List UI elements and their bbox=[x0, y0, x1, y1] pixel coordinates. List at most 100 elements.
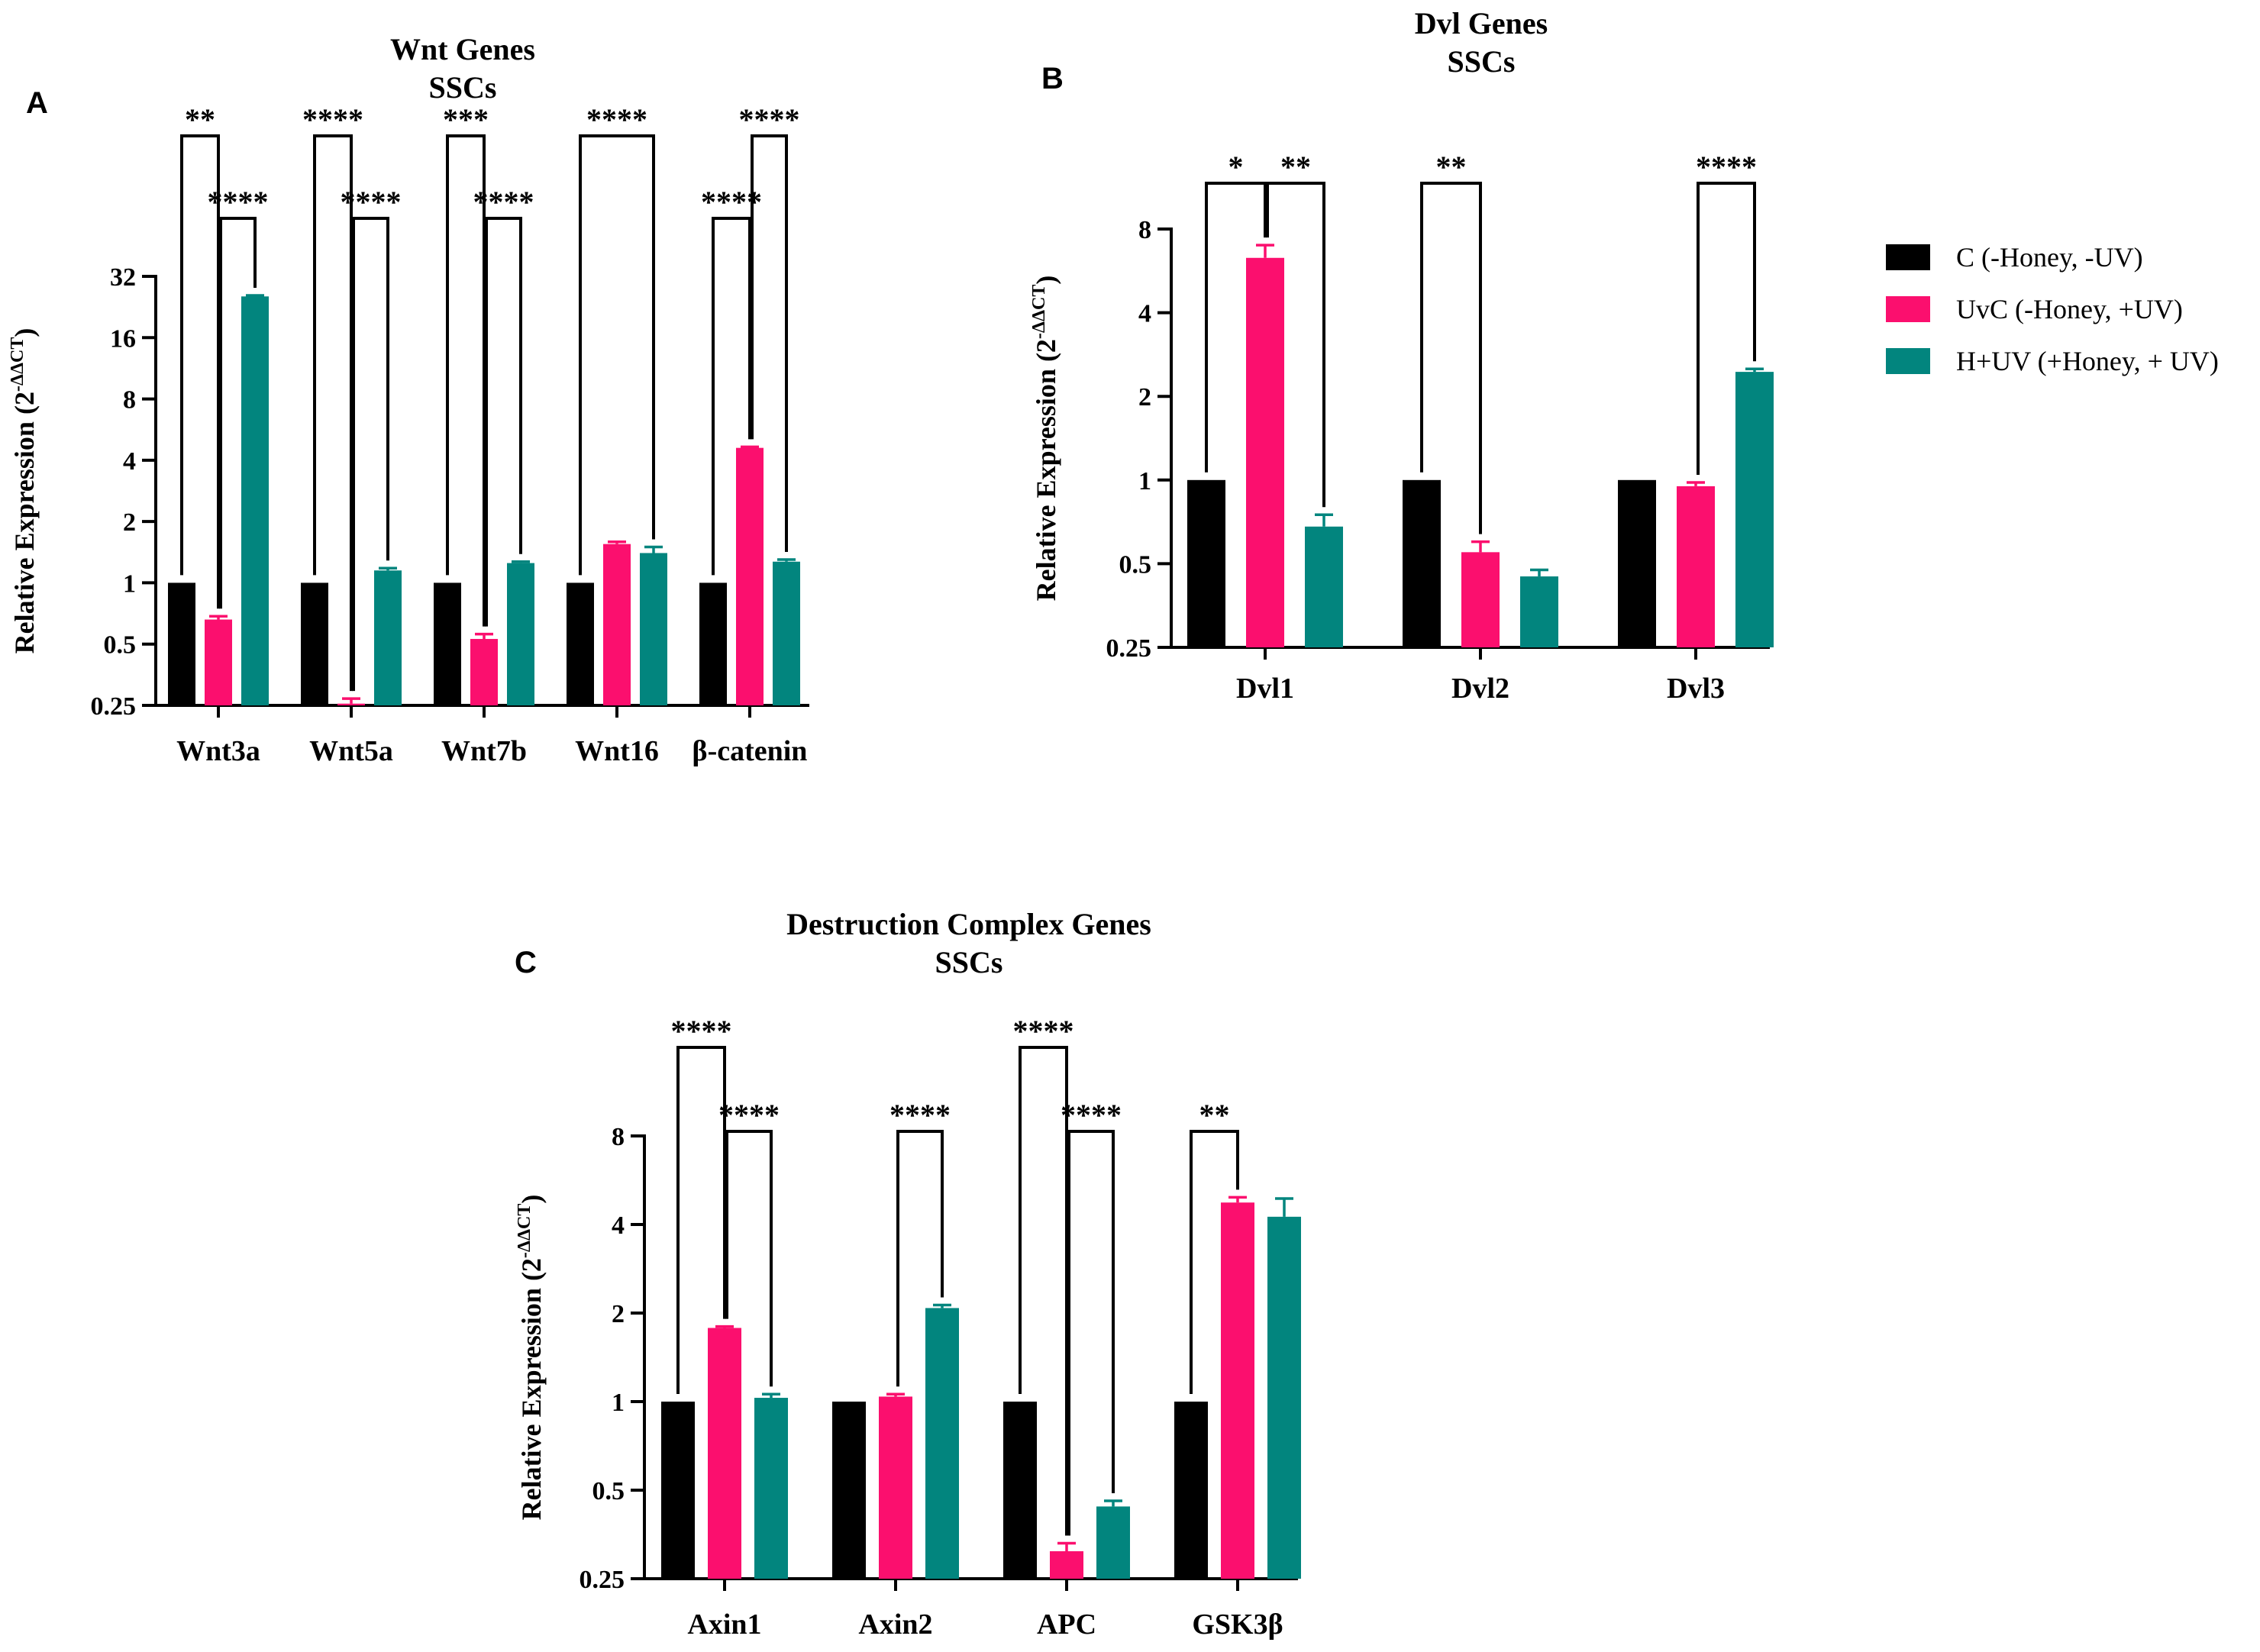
panel-a-errorbar-wnt7b-huv bbox=[512, 560, 530, 563]
panel-b-y-tick-label: 2 bbox=[1138, 383, 1151, 411]
panel-a-bar-wnt5a-c bbox=[301, 582, 328, 705]
panel-a-category-label-catenin: β-catenin bbox=[693, 735, 808, 767]
legend-label-uvc: UvC (-Honey, +UV) bbox=[1956, 294, 2183, 324]
panel-a-significance-label: **** bbox=[302, 102, 363, 137]
panel-a-y-tick-label: 32 bbox=[110, 263, 136, 292]
panel-c-significance-label: **** bbox=[1013, 1014, 1074, 1048]
panel-c-bar-axin2-uvc bbox=[879, 1396, 912, 1579]
panel-b-bar-dvl3-uvc bbox=[1677, 486, 1715, 647]
panel-c-bar-axin1-c bbox=[661, 1402, 695, 1579]
panel-c-errorbar-axin2-huv bbox=[933, 1303, 951, 1308]
panel-c-bar-axin2-huv bbox=[925, 1308, 959, 1579]
panel-c-plot: 0.25 0.5 1 2 4 8 Relative Expression (2-ΔΔCT) A… bbox=[515, 1014, 1301, 1641]
panel-a-significance-label: **** bbox=[586, 102, 647, 137]
panel-c-y-tick-label: 8 bbox=[612, 1123, 625, 1151]
legend-item-c: C (-Honey, -UV) bbox=[1886, 242, 2143, 273]
panel-c-errorbar-axin1-uvc bbox=[715, 1325, 734, 1328]
panel-a-errorbar-wnt3a-uvc bbox=[209, 615, 228, 620]
panel-a-category-label-wnt3a: Wnt3a bbox=[176, 735, 260, 767]
panel-a-bar-wnt5a-uvc bbox=[337, 703, 365, 705]
panel-c-significance-bracket bbox=[1019, 1046, 1068, 1536]
panel-b-y-axis-label-exponent: -ΔΔCT bbox=[1029, 285, 1049, 339]
panel-a-bar-wnt7b-uvc bbox=[470, 638, 498, 705]
panel-b-category-label-dvl2: Dvl2 bbox=[1451, 673, 1509, 705]
panel-a-bar-wnt5a-huv bbox=[374, 570, 402, 705]
panel-c-category-label-axin1: Axin1 bbox=[687, 1608, 761, 1641]
panel-a-y-tick-label: 1 bbox=[123, 569, 136, 598]
panel-b-significance-bracket bbox=[1697, 182, 1756, 475]
panel-b-bar-dvl1-huv bbox=[1305, 526, 1343, 647]
panel-a-category-label-wnt16: Wnt16 bbox=[575, 735, 659, 767]
panel-a-bar-wnt16-uvc bbox=[603, 544, 631, 705]
panel-c-subtitle: SSCs bbox=[935, 945, 1003, 979]
legend-swatch-huv bbox=[1886, 348, 1930, 374]
panel-a-errorbar-wnt16-huv bbox=[644, 545, 663, 553]
panel-c-errorbar-axin1-huv bbox=[762, 1392, 780, 1399]
panel-letter-c: C bbox=[515, 946, 537, 979]
panel-b-bar-dvl3-huv bbox=[1735, 372, 1774, 647]
panel-a-y-tick-label: 0.5 bbox=[104, 631, 137, 660]
panel-b-errorbar-dvl1-huv bbox=[1315, 513, 1333, 527]
panel-a-bar-wnt3a-uvc bbox=[205, 619, 232, 705]
panel-a-y-axis-label-close: ) bbox=[9, 328, 40, 337]
panel-c-title: Destruction Complex Genes bbox=[786, 907, 1151, 941]
panel-c-significance-bracket bbox=[1190, 1130, 1239, 1394]
panel-c-significance-bracket bbox=[725, 1130, 773, 1387]
panel-a-errorbar-catenin-huv bbox=[777, 558, 796, 562]
legend-item-uvc: UvC (-Honey, +UV) bbox=[1886, 294, 2183, 324]
panel-a-significance-bracket bbox=[485, 217, 522, 627]
panel-b-bar-dvl1-uvc bbox=[1246, 257, 1284, 647]
panel-c-y-axis-label-main: Relative Expression (2 bbox=[516, 1258, 547, 1520]
panel-c-significance-label: **** bbox=[718, 1098, 780, 1132]
panel-b-y-tick-label: 0.25 bbox=[1106, 634, 1152, 663]
panel-c-bar-axin1-uvc bbox=[708, 1328, 741, 1579]
panel-c-errorbar-apc-uvc bbox=[1057, 1541, 1076, 1551]
panel-b-errorbar-dvl3-uvc bbox=[1687, 481, 1705, 486]
panel-c-errorbar-gsk3-uvc bbox=[1228, 1195, 1247, 1203]
panel-c-y-tick-label: 1 bbox=[612, 1389, 625, 1417]
panel-b-y-axis-label-main: Relative Expression (2 bbox=[1031, 339, 1061, 601]
panel-b-y-axis-label-close: ) bbox=[1031, 276, 1061, 285]
panel-a-errorbar-wnt7b-uvc bbox=[475, 632, 493, 639]
panel-b-title: Dvl Genes bbox=[1415, 6, 1548, 40]
panel-b: B Dvl Genes SSCs 0.25 0.5 1 2 4 8 Relative Exp… bbox=[1029, 6, 1774, 705]
panel-b-bar-dvl2-huv bbox=[1520, 576, 1558, 647]
panel-c-bar-apc-huv bbox=[1096, 1506, 1130, 1579]
panel-c-bar-axin2-c bbox=[832, 1402, 866, 1579]
panel-c-category-label-axin2: Axin2 bbox=[858, 1608, 932, 1641]
panel-c-bar-gsk3-c bbox=[1174, 1402, 1208, 1579]
panel-b-y-tick-label: 8 bbox=[1138, 216, 1151, 244]
panel-letter-a: A bbox=[26, 86, 48, 120]
panel-b-subtitle: SSCs bbox=[1448, 44, 1516, 79]
panel-b-significance-label: ** bbox=[1436, 150, 1467, 184]
panel-c-y-tick-label: 2 bbox=[612, 1300, 625, 1328]
panel-b-y-axis-label: Relative Expression (2-ΔΔCT) bbox=[1029, 276, 1061, 602]
panel-a-errorbar-wnt16-uvc bbox=[608, 540, 626, 544]
panel-b-errorbar-dvl3-huv bbox=[1745, 367, 1764, 373]
panel-c-bar-apc-c bbox=[1003, 1402, 1037, 1579]
panel-a-significance-label: **** bbox=[739, 102, 800, 137]
panel-a-significance-bracket bbox=[446, 134, 486, 627]
panel-c-y-tick-label: 0.25 bbox=[580, 1566, 625, 1594]
panel-a-significance-bracket bbox=[219, 217, 257, 609]
panel-b-y-tick-label: 0.5 bbox=[1119, 550, 1152, 579]
panel-a-y-tick-label: 8 bbox=[123, 386, 136, 415]
panel-a-bar-wnt16-c bbox=[567, 582, 594, 705]
legend-swatch-c bbox=[1886, 244, 1930, 270]
panel-b-significance-bracket bbox=[1205, 182, 1267, 473]
panel-a-y-axis-label: Relative Expression (2-ΔΔCT) bbox=[8, 328, 40, 654]
panel-b-errorbar-dvl1-uvc bbox=[1256, 244, 1274, 258]
panel-c-errorbar-gsk3-huv bbox=[1275, 1197, 1293, 1217]
panel-b-errorbar-dvl2-huv bbox=[1530, 568, 1548, 577]
legend-label-c: C (-Honey, -UV) bbox=[1956, 242, 2143, 273]
panel-c-y-axis-label: Relative Expression (2-ΔΔCT) bbox=[515, 1195, 547, 1521]
panel-c-significance-bracket bbox=[676, 1046, 726, 1394]
panel-c-significance-label: **** bbox=[889, 1098, 951, 1132]
panel-c-errorbar-axin2-uvc bbox=[886, 1392, 905, 1397]
panel-letter-b: B bbox=[1041, 62, 1064, 95]
panel-a-category-label-wnt5a: Wnt5a bbox=[309, 735, 393, 767]
panel-a-errorbar-wnt3a-huv bbox=[246, 294, 264, 297]
panel-a-bar-catenin-huv bbox=[773, 561, 800, 705]
panel-c-bar-gsk3-uvc bbox=[1221, 1202, 1254, 1579]
